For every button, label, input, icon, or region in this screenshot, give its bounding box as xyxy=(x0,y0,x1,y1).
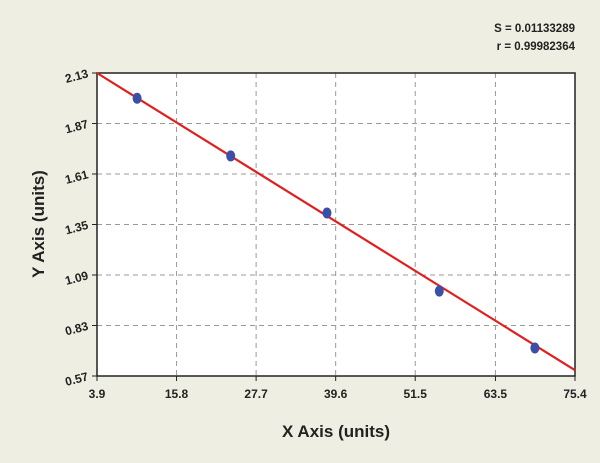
point xyxy=(434,285,444,297)
point xyxy=(322,207,332,219)
point xyxy=(226,150,236,162)
x-axis-title: X Axis (units) xyxy=(282,422,390,441)
plot-frame xyxy=(96,72,576,377)
annotation: S = 0.01133289 xyxy=(494,23,575,35)
y-tick-label: 1.35 xyxy=(64,218,90,238)
x-tick-label: 15.8 xyxy=(165,387,189,401)
y-tick-label: 1.61 xyxy=(64,167,90,187)
x-tick-label: 51.5 xyxy=(404,387,428,401)
x-tick-label: 75.4 xyxy=(563,387,587,401)
y-tick-label: 1.09 xyxy=(64,268,90,288)
y-tick-label: 1.87 xyxy=(64,117,90,137)
y-tick-label: 0.83 xyxy=(64,319,90,339)
y-axis-title: Y Axis (units) xyxy=(29,170,48,278)
x-tick-label: 3.9 xyxy=(89,387,106,401)
point xyxy=(132,92,142,104)
x-tick-label: 39.6 xyxy=(324,387,348,401)
x-tick-label: 27.7 xyxy=(244,387,268,401)
x-tick-label: 63.5 xyxy=(484,387,508,401)
fit-line xyxy=(96,72,576,372)
y-tick-label: 0.57 xyxy=(64,369,90,389)
annotation: r = 0.99982364 xyxy=(497,41,576,53)
point xyxy=(530,342,540,354)
y-tick-label: 2.13 xyxy=(64,66,90,86)
